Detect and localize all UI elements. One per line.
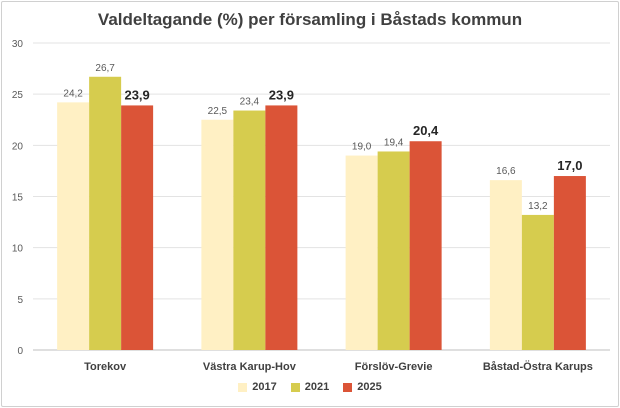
- bar-2017: [57, 102, 90, 350]
- data-label-2017: 24,2: [63, 88, 83, 99]
- y-tick-label: 30: [12, 39, 24, 50]
- bar-2025: [409, 141, 442, 350]
- data-label-2017: 16,6: [496, 166, 516, 177]
- legend-swatch-2025: [343, 382, 353, 392]
- data-label-2017: 22,5: [208, 106, 228, 117]
- bar-2017: [345, 155, 378, 350]
- bar-2017: [489, 180, 522, 350]
- data-label-2025: 17,0: [557, 158, 582, 173]
- x-tick-label: Båstad-Östra Karups: [483, 360, 593, 373]
- legend-item-2021: 2021: [290, 381, 330, 393]
- data-label-2025: 20,4: [413, 123, 439, 138]
- legend-item-2025: 2025: [343, 381, 382, 393]
- data-label-2025: 23,9: [269, 87, 294, 102]
- legend-item-2017: 2017: [238, 381, 277, 393]
- bar-2021: [521, 214, 554, 350]
- x-tick-label: Västra Karup-Hov: [203, 361, 297, 373]
- bar-2017: [201, 119, 234, 350]
- data-label-2021: 26,7: [95, 63, 115, 74]
- x-tick-label: Torekov: [84, 361, 127, 373]
- y-tick-label: 10: [12, 244, 24, 255]
- legend-swatch-2017: [238, 382, 248, 392]
- y-tick-label: 0: [17, 346, 23, 357]
- legend-label-2025: 2025: [357, 381, 382, 393]
- bar-2021: [377, 151, 410, 350]
- y-tick-label: 5: [17, 295, 23, 306]
- y-tick-label: 20: [12, 141, 24, 152]
- bar-2021: [89, 76, 122, 351]
- data-label-2025: 23,9: [124, 87, 149, 102]
- y-tick-label: 15: [12, 193, 24, 204]
- chart-title: Valdeltagande (%) per församling i Båsta…: [97, 10, 523, 29]
- legend-label-2017: 2017: [252, 381, 277, 393]
- bar-2025: [553, 176, 586, 350]
- bar-2025: [265, 105, 298, 350]
- data-label-2021: 19,4: [384, 137, 404, 148]
- data-label-2021: 13,2: [528, 201, 548, 212]
- data-label-2021: 23,4: [240, 97, 260, 108]
- x-tick-label: Förslöv-Grevie: [355, 361, 433, 373]
- bar-2025: [121, 105, 154, 350]
- bar-2021: [233, 110, 266, 350]
- data-label-2017: 19,0: [352, 142, 372, 153]
- y-tick-label: 25: [12, 90, 24, 101]
- legend-label-2021: 2021: [304, 381, 330, 393]
- legend-swatch-2021: [290, 382, 300, 392]
- chart-legend: 2017 2021 2025: [0, 381, 620, 393]
